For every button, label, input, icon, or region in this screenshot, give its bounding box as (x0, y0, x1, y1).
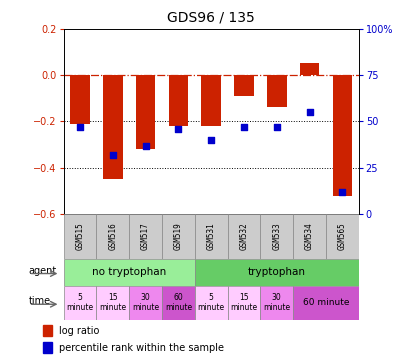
Bar (135, 75, 155, 149)
Bar (227, 214, 260, 259)
Text: GSM532: GSM532 (239, 223, 248, 250)
Text: 5
minute: 5 minute (197, 293, 224, 312)
Bar (129, 286, 162, 320)
Bar (332, 75, 351, 196)
Bar (96, 214, 129, 259)
Point (76, 124, 83, 130)
Text: GSM533: GSM533 (272, 223, 281, 250)
Point (240, 124, 247, 130)
Bar (103, 75, 122, 180)
Bar (227, 286, 260, 320)
Text: 30
minute: 30 minute (263, 293, 290, 312)
Text: tryptophan: tryptophan (247, 267, 305, 277)
Bar (292, 286, 358, 320)
Text: 60
minute: 60 minute (164, 293, 191, 312)
Bar (194, 259, 358, 286)
Text: GSM515: GSM515 (75, 223, 84, 250)
Bar (260, 286, 292, 320)
Text: GSM516: GSM516 (108, 223, 117, 250)
Bar (299, 64, 319, 75)
Text: GSM519: GSM519 (173, 223, 182, 250)
Text: agent: agent (29, 266, 57, 276)
Text: 15
minute: 15 minute (99, 293, 126, 312)
Text: GDS96 / 135: GDS96 / 135 (167, 11, 254, 25)
Point (306, 109, 312, 115)
Bar (292, 214, 325, 259)
Point (175, 126, 181, 132)
Bar (234, 75, 253, 96)
Bar (162, 214, 194, 259)
Bar (260, 214, 292, 259)
Text: log ratio: log ratio (59, 326, 99, 336)
Point (338, 189, 345, 195)
Bar (96, 286, 129, 320)
Text: 15
minute: 15 minute (230, 293, 257, 312)
Text: 30
minute: 30 minute (132, 293, 159, 312)
Text: percentile rank within the sample: percentile rank within the sample (59, 343, 224, 353)
Bar (43, 342, 52, 353)
Point (109, 152, 116, 158)
Bar (43, 325, 52, 336)
Text: time: time (29, 296, 51, 306)
Bar (266, 75, 286, 107)
Point (273, 124, 279, 130)
Bar (162, 286, 194, 320)
Text: no tryptophan: no tryptophan (92, 267, 166, 277)
Text: 60 minute: 60 minute (302, 298, 348, 307)
Bar (63, 259, 194, 286)
Bar (168, 75, 188, 126)
Text: GSM531: GSM531 (206, 223, 215, 250)
Bar (201, 75, 220, 126)
Text: GSM534: GSM534 (304, 223, 313, 250)
Bar (194, 286, 227, 320)
Text: GSM565: GSM565 (337, 223, 346, 250)
Bar (325, 214, 358, 259)
Bar (194, 214, 227, 259)
Bar (63, 286, 96, 320)
Bar (70, 75, 90, 124)
Bar (129, 214, 162, 259)
Point (207, 137, 214, 143)
Point (142, 143, 148, 149)
Bar (63, 214, 96, 259)
Text: 5
minute: 5 minute (66, 293, 93, 312)
Text: GSM517: GSM517 (141, 223, 150, 250)
